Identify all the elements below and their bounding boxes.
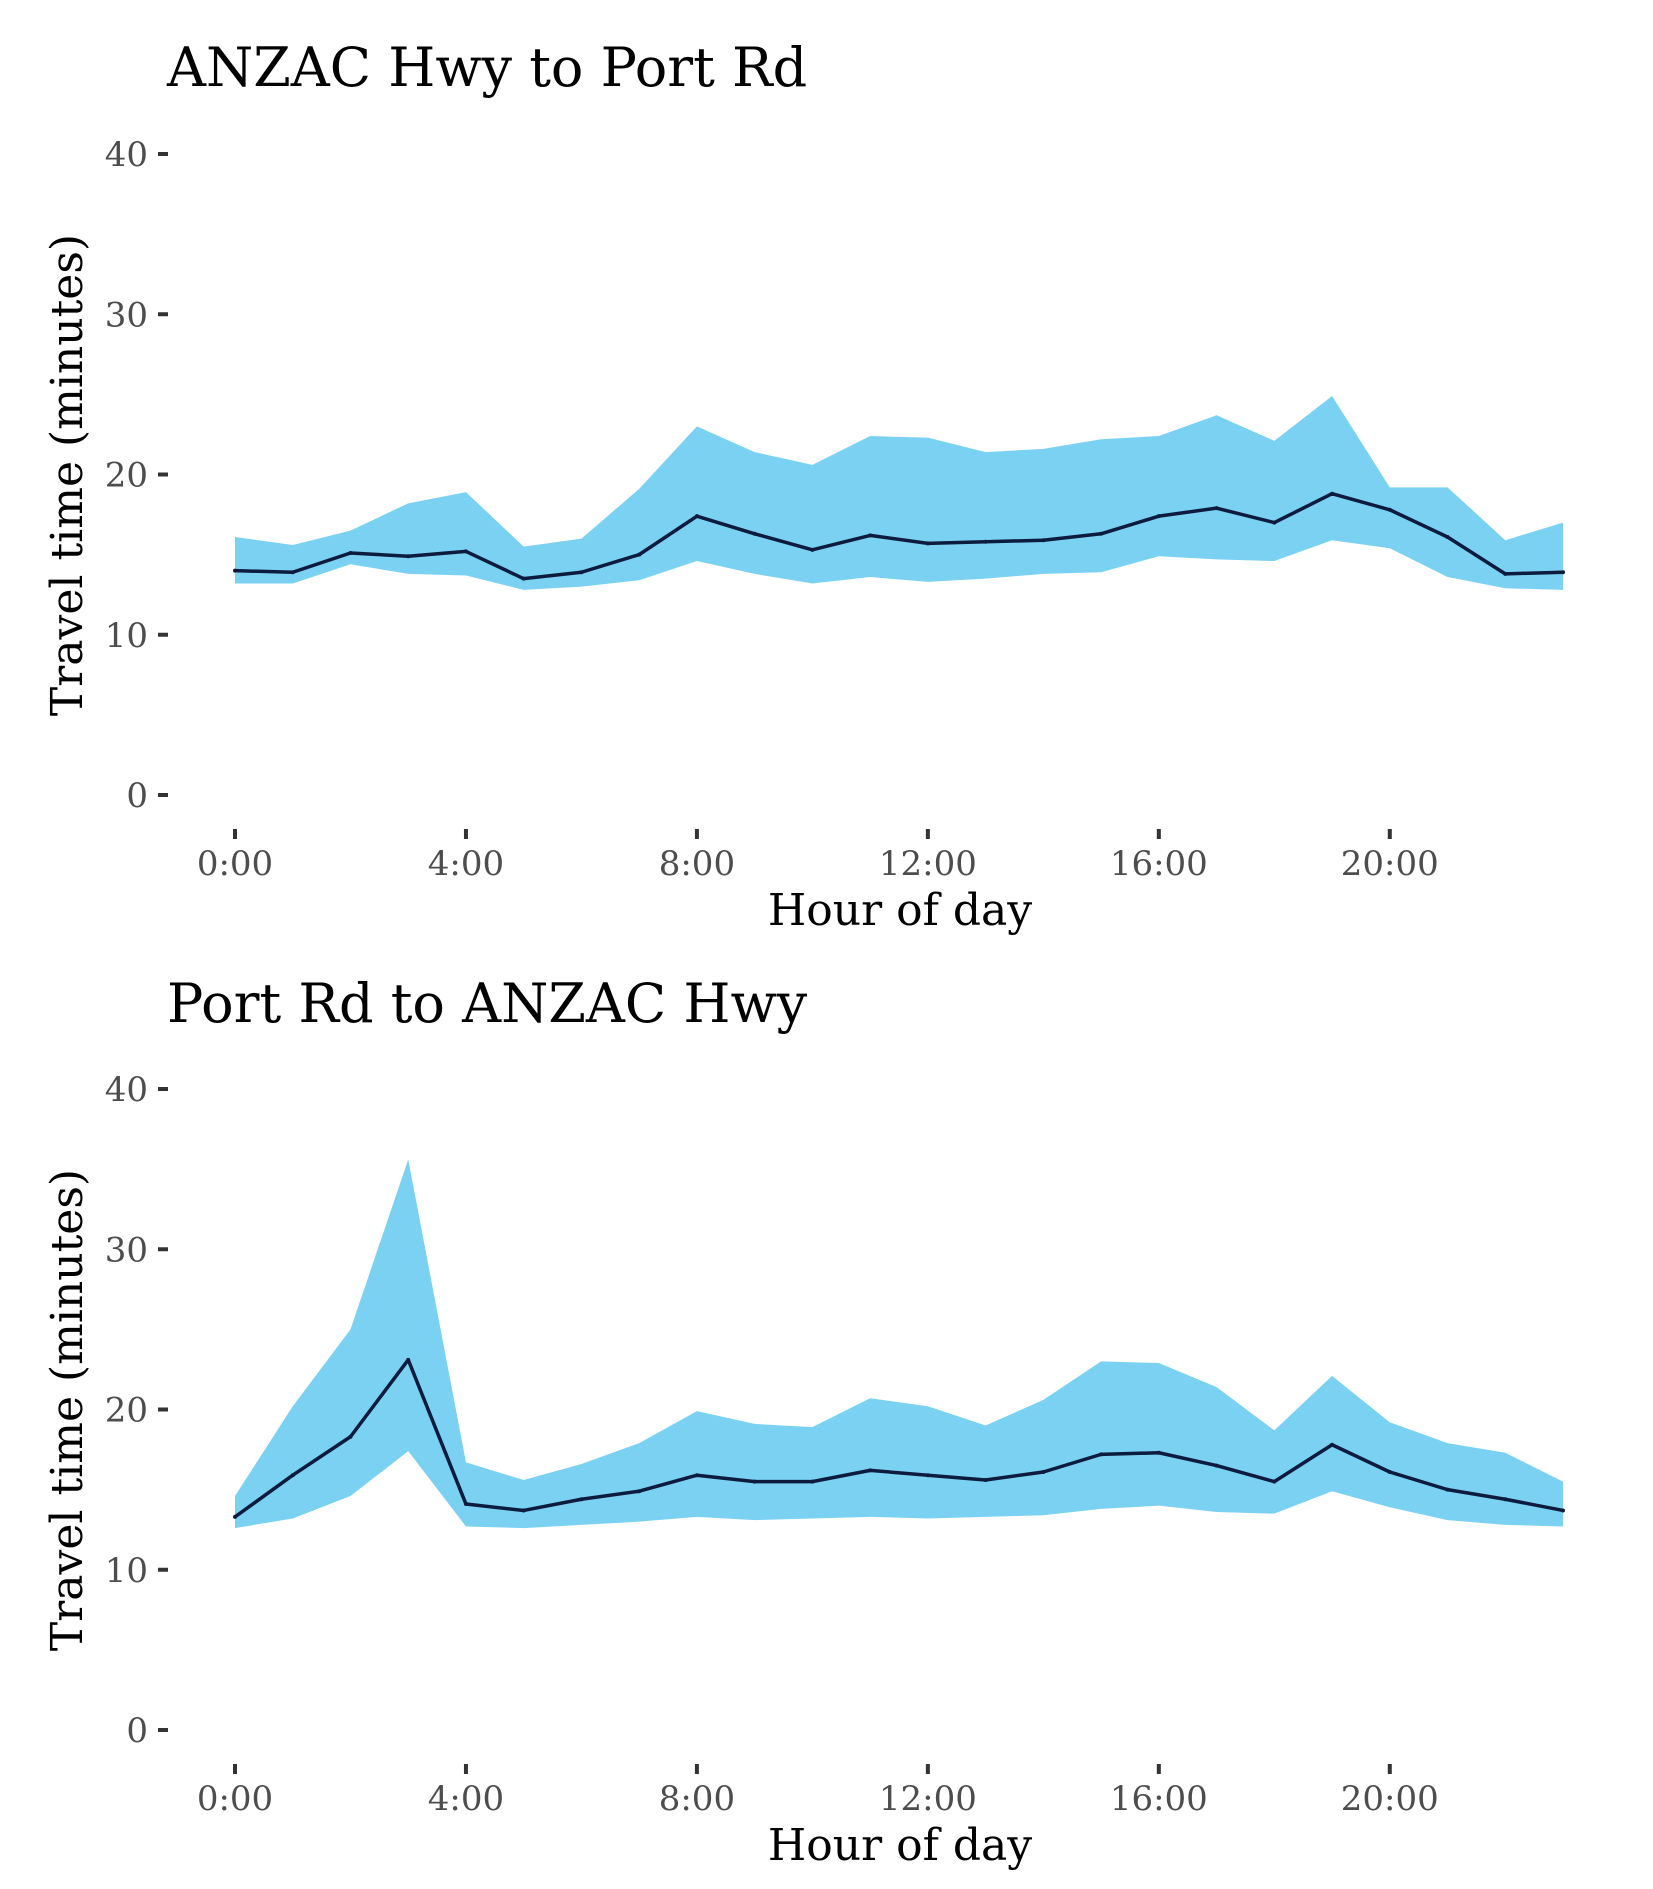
range-band — [235, 1159, 1563, 1529]
median-points — [233, 491, 1565, 581]
median-point — [1214, 1463, 1219, 1468]
x-tick-label: 0:00 — [197, 1779, 273, 1819]
y-axis-title: Travel time (minutes) — [42, 1169, 93, 1651]
median-point — [1099, 1452, 1104, 1457]
median-point — [290, 1473, 295, 1478]
range-band — [235, 395, 1563, 590]
x-tick-label: 16:00 — [1110, 844, 1208, 884]
y-axis: 0 10 20 30 40 — [105, 135, 168, 816]
median-point — [868, 1468, 873, 1473]
median-point — [1445, 1487, 1450, 1492]
median-point — [752, 531, 757, 536]
y-axis: 0 10 20 30 40 — [105, 1070, 168, 1751]
median-points — [233, 1357, 1565, 1519]
y-tick-label: 20 — [105, 456, 148, 496]
x-tick-label: 12:00 — [879, 844, 977, 884]
median-point — [463, 1502, 468, 1507]
median-point — [1272, 1479, 1277, 1484]
median-point — [983, 539, 988, 544]
x-tick-label: 8:00 — [659, 844, 735, 884]
median-point — [1041, 538, 1046, 543]
x-tick-label: 16:00 — [1110, 1779, 1208, 1819]
median-point — [579, 570, 584, 575]
median-point — [925, 541, 930, 546]
median-point — [521, 1508, 526, 1513]
median-point — [637, 552, 642, 557]
y-tick-label: 30 — [105, 295, 148, 335]
median-point — [233, 1514, 237, 1519]
median-point — [406, 554, 411, 559]
chart-title: Port Rd to ANZAC Hwy — [167, 972, 808, 1035]
median-point — [1330, 491, 1335, 496]
median-point — [1156, 1450, 1161, 1455]
x-tick-label: 20:00 — [1341, 844, 1439, 884]
median-point — [233, 568, 237, 573]
median-point — [694, 1473, 699, 1478]
median-point — [463, 549, 468, 554]
median-point — [1387, 507, 1392, 512]
median-point — [579, 1497, 584, 1502]
median-point — [925, 1473, 930, 1478]
median-point — [637, 1489, 642, 1494]
median-point — [1445, 534, 1450, 539]
median-line — [234, 491, 1564, 581]
x-tick-label: 20:00 — [1341, 1779, 1439, 1819]
median-line — [233, 1358, 1564, 1519]
median-point — [1503, 571, 1508, 576]
y-tick-label: 10 — [105, 1551, 148, 1591]
y-tick-label: 0 — [126, 1711, 148, 1751]
median-point — [521, 576, 526, 581]
median-point — [1214, 506, 1219, 511]
median-point — [1561, 1508, 1565, 1513]
x-axis: 0:00 4:00 8:00 12:00 16:00 20:00 — [197, 1764, 1439, 1819]
chart-title: ANZAC Hwy to Port Rd — [166, 36, 807, 99]
median-point — [348, 1434, 353, 1439]
median-point — [868, 533, 873, 538]
y-tick-label: 0 — [126, 776, 148, 816]
chart-panel-port-to-anzac: Port Rd to ANZAC Hwy 0 10 20 30 40 0:00 4:00 8… — [42, 972, 1565, 1871]
x-tick-label: 12:00 — [879, 1779, 977, 1819]
x-axis-title: Hour of day — [768, 885, 1032, 936]
median-point — [752, 1479, 757, 1484]
x-tick-label: 0:00 — [197, 844, 273, 884]
chart-panel-anzac-to-port: ANZAC Hwy to Port Rd 0 10 20 30 40 0:00 4:00 8… — [42, 36, 1565, 936]
median-point — [290, 570, 295, 575]
x-axis: 0:00 4:00 8:00 12:00 16:00 20:00 — [197, 829, 1439, 884]
x-tick-label: 4:00 — [428, 1779, 504, 1819]
x-tick-label: 4:00 — [428, 844, 504, 884]
median-point — [1387, 1469, 1392, 1474]
median-point — [810, 1479, 815, 1484]
y-tick-label: 10 — [105, 616, 148, 656]
median-point — [694, 514, 699, 519]
x-axis-title: Hour of day — [768, 1820, 1032, 1871]
median-point — [1561, 570, 1565, 575]
median-point — [810, 547, 815, 552]
median-point — [1330, 1442, 1335, 1447]
median-point — [348, 551, 353, 556]
median-point — [1099, 531, 1104, 536]
median-point — [1272, 520, 1277, 525]
y-tick-label: 40 — [105, 135, 148, 175]
y-tick-label: 30 — [105, 1230, 148, 1270]
median-point — [1041, 1469, 1046, 1474]
x-tick-label: 8:00 — [659, 1779, 735, 1819]
y-axis-title: Travel time (minutes) — [42, 234, 93, 716]
y-tick-label: 40 — [105, 1070, 148, 1110]
median-point — [983, 1478, 988, 1483]
median-point — [1503, 1497, 1508, 1502]
median-point — [1156, 514, 1161, 519]
y-tick-label: 20 — [105, 1391, 148, 1431]
median-point — [406, 1357, 411, 1362]
